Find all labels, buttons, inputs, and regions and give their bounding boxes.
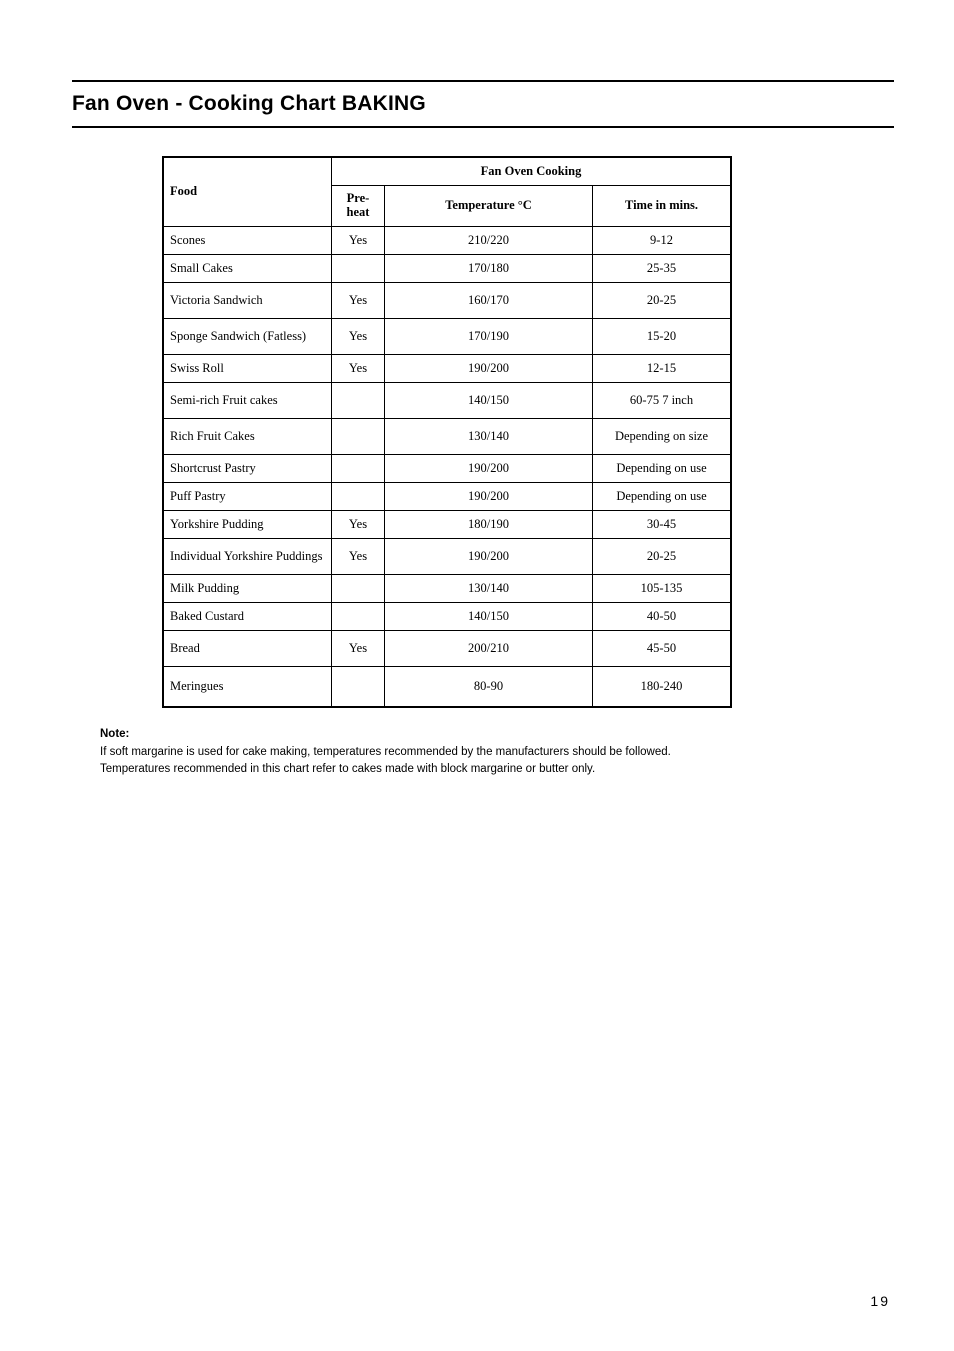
preheat-cell [332,666,385,707]
time-cell: 45-50 [593,630,732,666]
food-cell: Bread [163,630,332,666]
temperature-cell: 140/150 [385,382,593,418]
table-row: Semi-rich Fruit cakes 140/15060-75 7 inch [163,382,731,418]
food-cell: Puff Pastry [163,482,332,510]
table-row: Swiss RollYes190/20012-15 [163,354,731,382]
top-rule [72,80,894,82]
food-cell: Yorkshire Pudding [163,510,332,538]
time-cell: 30-45 [593,510,732,538]
table-row: Puff Pastry 190/200Depending on use [163,482,731,510]
table-row: Rich Fruit Cakes 130/140Depending on size [163,418,731,454]
food-cell: Small Cakes [163,254,332,282]
preheat-cell: Yes [332,538,385,574]
preheat-cell: Yes [332,354,385,382]
table-row: Milk Pudding 130/140105-135 [163,574,731,602]
food-cell: Meringues [163,666,332,707]
table-row: BreadYes200/21045-50 [163,630,731,666]
preheat-cell: Yes [332,226,385,254]
page-number: 19 [870,1293,890,1309]
temperature-cell: 200/210 [385,630,593,666]
time-cell: 9-12 [593,226,732,254]
col-head-temperature: Temperature °C [385,186,593,227]
temperature-cell: 160/170 [385,282,593,318]
temperature-cell: 210/220 [385,226,593,254]
preheat-cell [332,418,385,454]
food-cell: Swiss Roll [163,354,332,382]
note-line-1: If soft margarine is used for cake makin… [100,746,671,758]
col-head-span: Fan Oven Cooking [332,157,732,186]
table-row: Sponge Sandwich (Fatless)Yes170/19015-20 [163,318,731,354]
temperature-cell: 190/200 [385,454,593,482]
table-row: Shortcrust Pastry 190/200Depending on use [163,454,731,482]
preheat-cell: Yes [332,630,385,666]
cooking-chart-table: Food Fan Oven Cooking Pre-heat Temperatu… [162,156,732,708]
table-body: SconesYes210/2209-12Small Cakes170/18025… [163,226,731,707]
time-cell: 60-75 7 inch [593,382,732,418]
temperature-cell: 190/200 [385,538,593,574]
col-head-food: Food [163,157,332,226]
time-cell: 25-35 [593,254,732,282]
temperature-cell: 140/150 [385,602,593,630]
time-cell: 180-240 [593,666,732,707]
note-block: Note: If soft margarine is used for cake… [100,726,894,778]
time-cell: 105-135 [593,574,732,602]
note-line-2: Temperatures recommended in this chart r… [100,763,595,775]
title-underline-rule [72,126,894,128]
preheat-cell [332,382,385,418]
preheat-cell [332,574,385,602]
col-head-time: Time in mins. [593,186,732,227]
page-title: Fan Oven - Cooking Chart BAKING [72,92,894,116]
time-cell: 15-20 [593,318,732,354]
table-row: Baked Custard 140/15040-50 [163,602,731,630]
preheat-cell [332,482,385,510]
food-cell: Scones [163,226,332,254]
preheat-cell: Yes [332,318,385,354]
col-head-preheat: Pre-heat [332,186,385,227]
table-row: SconesYes210/2209-12 [163,226,731,254]
time-cell: Depending on use [593,454,732,482]
temperature-cell: 190/200 [385,354,593,382]
temperature-cell: 170/180 [385,254,593,282]
temperature-cell: 190/200 [385,482,593,510]
temperature-cell: 180/190 [385,510,593,538]
preheat-cell [332,254,385,282]
preheat-cell: Yes [332,510,385,538]
chart-container: Food Fan Oven Cooking Pre-heat Temperatu… [162,156,732,708]
food-cell: Semi-rich Fruit cakes [163,382,332,418]
temperature-cell: 130/140 [385,418,593,454]
table-row: Victoria SandwichYes160/17020-25 [163,282,731,318]
time-cell: 20-25 [593,538,732,574]
preheat-cell: Yes [332,282,385,318]
time-cell: 12-15 [593,354,732,382]
food-cell: Rich Fruit Cakes [163,418,332,454]
temperature-cell: 80-90 [385,666,593,707]
temperature-cell: 130/140 [385,574,593,602]
table-row: Small Cakes 170/18025-35 [163,254,731,282]
header-row-1: Food Fan Oven Cooking [163,157,731,186]
table-row: Individual Yorkshire PuddingsYes190/2002… [163,538,731,574]
table-row: Yorkshire PuddingYes180/19030-45 [163,510,731,538]
preheat-cell [332,602,385,630]
table-row: Meringues 80-90180-240 [163,666,731,707]
food-cell: Milk Pudding [163,574,332,602]
note-label: Note: [100,726,894,743]
food-cell: Individual Yorkshire Puddings [163,538,332,574]
preheat-cell [332,454,385,482]
time-cell: Depending on use [593,482,732,510]
food-cell: Victoria Sandwich [163,282,332,318]
temperature-cell: 170/190 [385,318,593,354]
food-cell: Baked Custard [163,602,332,630]
food-cell: Shortcrust Pastry [163,454,332,482]
food-cell: Sponge Sandwich (Fatless) [163,318,332,354]
time-cell: Depending on size [593,418,732,454]
time-cell: 20-25 [593,282,732,318]
time-cell: 40-50 [593,602,732,630]
